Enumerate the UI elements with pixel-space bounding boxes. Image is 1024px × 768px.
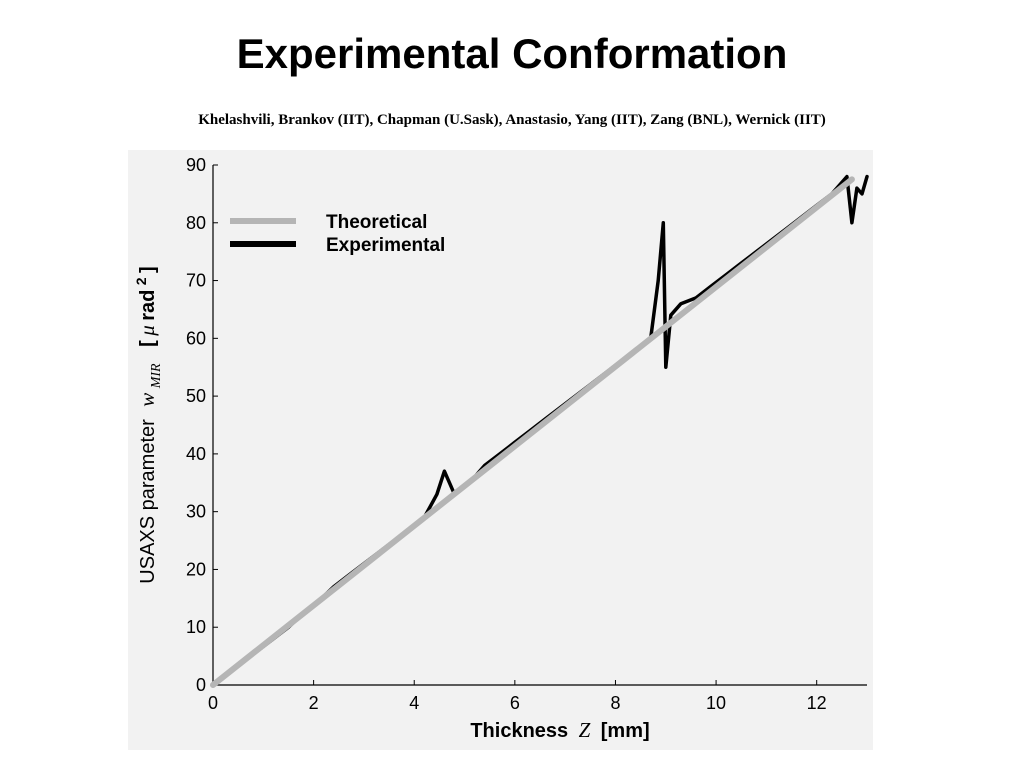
slide-authors: Khelashvili, Brankov (IIT), Chapman (U.S… <box>198 112 826 128</box>
x-tick-label: 10 <box>706 693 726 713</box>
x-tick-label: 2 <box>309 693 319 713</box>
x-tick-label: 4 <box>409 693 419 713</box>
y-axis-title-subscript: MIR <box>149 363 164 389</box>
series-lines <box>210 174 869 688</box>
y-axis-title-unit-rad: rad <box>137 290 159 321</box>
figure-panel <box>128 150 873 750</box>
slide-title: Experimental Conformation <box>236 30 788 77</box>
x-tick-label: 0 <box>208 693 218 713</box>
y-tick-label: 0 <box>196 675 206 695</box>
series-line-theoretical <box>210 176 855 688</box>
y-tick-label: 60 <box>186 328 206 348</box>
y-axis-title-variable: w <box>135 393 159 407</box>
x-axis-title-unit: [mm] <box>601 720 650 742</box>
y-axis-title-unit-close: ] <box>137 266 159 273</box>
y-tick-label: 80 <box>186 213 206 233</box>
y-tick-label: 10 <box>186 617 206 637</box>
x-axis-title-prefix: Thickness <box>470 720 568 742</box>
y-axis-title-unit-exp: 2 <box>133 277 149 285</box>
axis-ticks: 0 2 4 6 8 10 12 0 10 20 30 40 50 60 70 80 90 <box>186 155 827 713</box>
legend-label-experimental: Experimental <box>326 235 445 256</box>
y-tick-label: 90 <box>186 155 206 175</box>
y-axis-title-prefix: USAXS parameter <box>137 419 159 584</box>
y-tick-label: 70 <box>186 271 206 291</box>
y-tick-label: 30 <box>186 502 206 522</box>
y-axis-title: USAXS parameter w MIR [ μ rad 2 ] <box>133 266 164 583</box>
x-axis-title: Thickness Z [mm] <box>470 718 649 742</box>
x-tick-label: 6 <box>510 693 520 713</box>
axes <box>212 165 867 686</box>
y-tick-label: 20 <box>186 559 206 579</box>
legend: Theoretical Experimental <box>230 212 445 256</box>
y-axis-title-unit-open: [ <box>137 340 159 347</box>
x-axis-title-variable: Z <box>579 718 591 742</box>
y-tick-label: 40 <box>186 444 206 464</box>
y-tick-label: 50 <box>186 386 206 406</box>
legend-label-theoretical: Theoretical <box>326 212 427 233</box>
x-tick-label: 12 <box>807 693 827 713</box>
y-axis-title-unit-mu: μ <box>135 325 159 337</box>
x-tick-label: 8 <box>610 693 620 713</box>
